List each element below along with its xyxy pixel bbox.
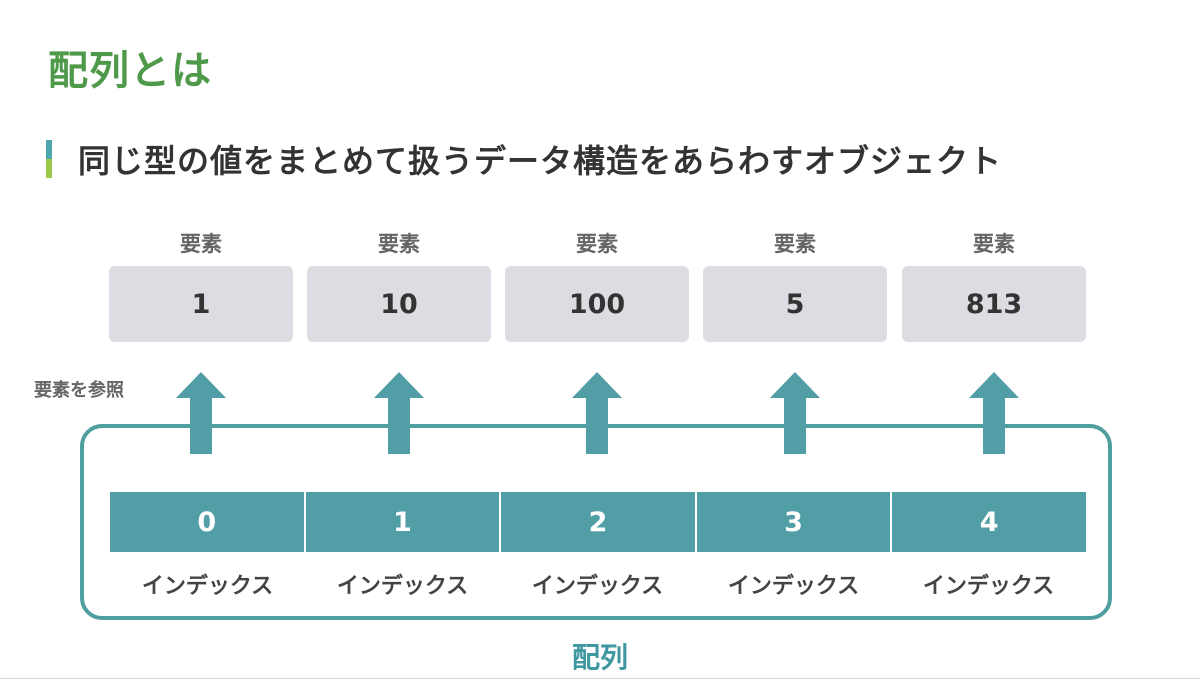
- index-cell: 3: [697, 492, 893, 552]
- element-box: 5: [703, 266, 887, 342]
- up-arrow-icon: [969, 372, 1019, 454]
- slide-title: 配列とは: [48, 48, 212, 94]
- up-arrow-icon: [176, 372, 226, 454]
- element-label: 要素: [576, 232, 618, 256]
- index-label: インデックス: [141, 574, 274, 599]
- element-box: 100: [505, 266, 689, 342]
- element-label: 要素: [180, 232, 222, 256]
- element-box: 813: [902, 266, 1086, 342]
- index-cell: 1: [306, 492, 502, 552]
- up-arrow-icon: [572, 372, 622, 454]
- index-label: インデックス: [727, 574, 860, 599]
- element-box: 1: [109, 266, 293, 342]
- bottom-divider: [0, 678, 1200, 679]
- index-label: インデックス: [922, 574, 1055, 599]
- element-label: 要素: [973, 232, 1015, 256]
- index-label: インデックス: [336, 574, 469, 599]
- index-row: 0 1 2 3 4: [110, 492, 1086, 552]
- element-label: 要素: [378, 232, 420, 256]
- subtitle-row: 同じ型の値をまとめて扱うデータ構造をあらわすオブジェクト: [46, 136, 1002, 182]
- up-arrow-icon: [374, 372, 424, 454]
- up-arrow-icon: [770, 372, 820, 454]
- accent-bar: [46, 140, 52, 178]
- index-cell: 0: [110, 492, 306, 552]
- element-label: 要素: [774, 232, 816, 256]
- reference-label: 要素を参照: [34, 380, 124, 401]
- array-caption: 配列: [571, 641, 628, 674]
- index-cell: 2: [501, 492, 697, 552]
- index-label: インデックス: [531, 574, 664, 599]
- element-box: 10: [307, 266, 491, 342]
- index-cell: 4: [979, 506, 999, 538]
- subtitle: 同じ型の値をまとめて扱うデータ構造をあらわすオブジェクト: [78, 142, 1003, 180]
